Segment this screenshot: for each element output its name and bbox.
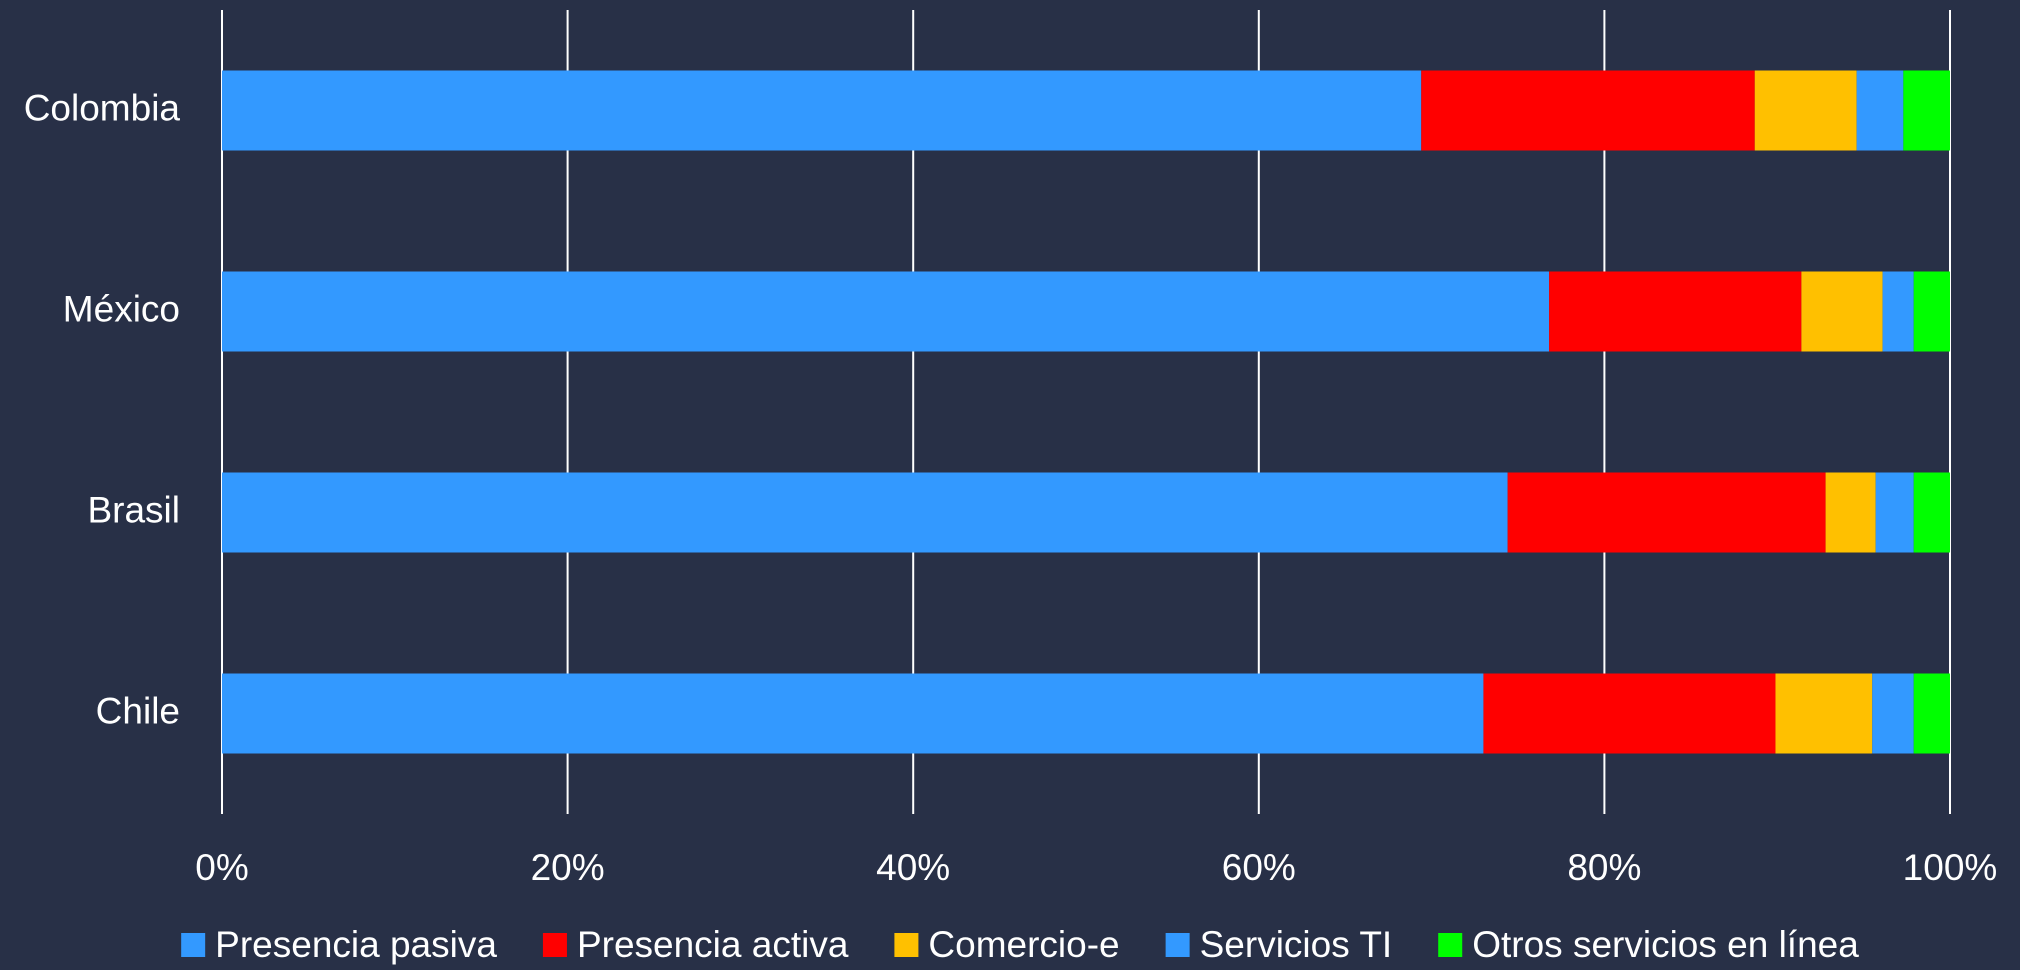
legend-label: Comercio-e bbox=[928, 924, 1119, 965]
legend-label: Presencia pasiva bbox=[215, 924, 497, 965]
bar-segment bbox=[1913, 472, 1950, 553]
y-tick-label: Colombia bbox=[24, 87, 181, 128]
bar-segment bbox=[1903, 70, 1950, 151]
x-tick-label: 20% bbox=[531, 847, 605, 888]
bar-segment bbox=[1913, 673, 1950, 754]
bar-segment bbox=[1913, 271, 1950, 352]
y-tick-label: Brasil bbox=[87, 489, 180, 530]
legend-swatch bbox=[894, 933, 919, 957]
bar-segment bbox=[1775, 673, 1873, 754]
bar-segment bbox=[1421, 70, 1755, 151]
legend-label: Servicios TI bbox=[1200, 924, 1393, 965]
bar-segment bbox=[222, 70, 1422, 151]
bar-segment bbox=[1801, 271, 1883, 352]
x-tick-label: 100% bbox=[1903, 847, 1998, 888]
bar-segment bbox=[1754, 70, 1857, 151]
bar-segment bbox=[222, 673, 1484, 754]
legend-swatch bbox=[181, 933, 206, 957]
y-tick-label: Chile bbox=[96, 690, 180, 731]
bar-segment bbox=[1549, 271, 1802, 352]
bar-segment bbox=[222, 271, 1550, 352]
bar-segment bbox=[1825, 472, 1876, 553]
bar-segment bbox=[1507, 472, 1826, 553]
bar-segment bbox=[1882, 271, 1914, 352]
legend-label: Otros servicios en línea bbox=[1472, 924, 1859, 965]
legend-swatch bbox=[542, 933, 567, 957]
legend-label: Presencia activa bbox=[577, 924, 849, 965]
bar-segment bbox=[222, 472, 1508, 553]
y-tick-label: México bbox=[63, 288, 180, 329]
x-tick-label: 40% bbox=[876, 847, 950, 888]
legend-swatch bbox=[1165, 933, 1190, 957]
bar-segment bbox=[1856, 70, 1904, 151]
bar-segment bbox=[1872, 673, 1914, 754]
x-tick-label: 60% bbox=[1222, 847, 1296, 888]
x-tick-label: 80% bbox=[1567, 847, 1641, 888]
x-tick-label: 0% bbox=[195, 847, 248, 888]
legend-swatch bbox=[1438, 933, 1463, 957]
bar-segment bbox=[1875, 472, 1914, 553]
bar-segment bbox=[1483, 673, 1776, 754]
